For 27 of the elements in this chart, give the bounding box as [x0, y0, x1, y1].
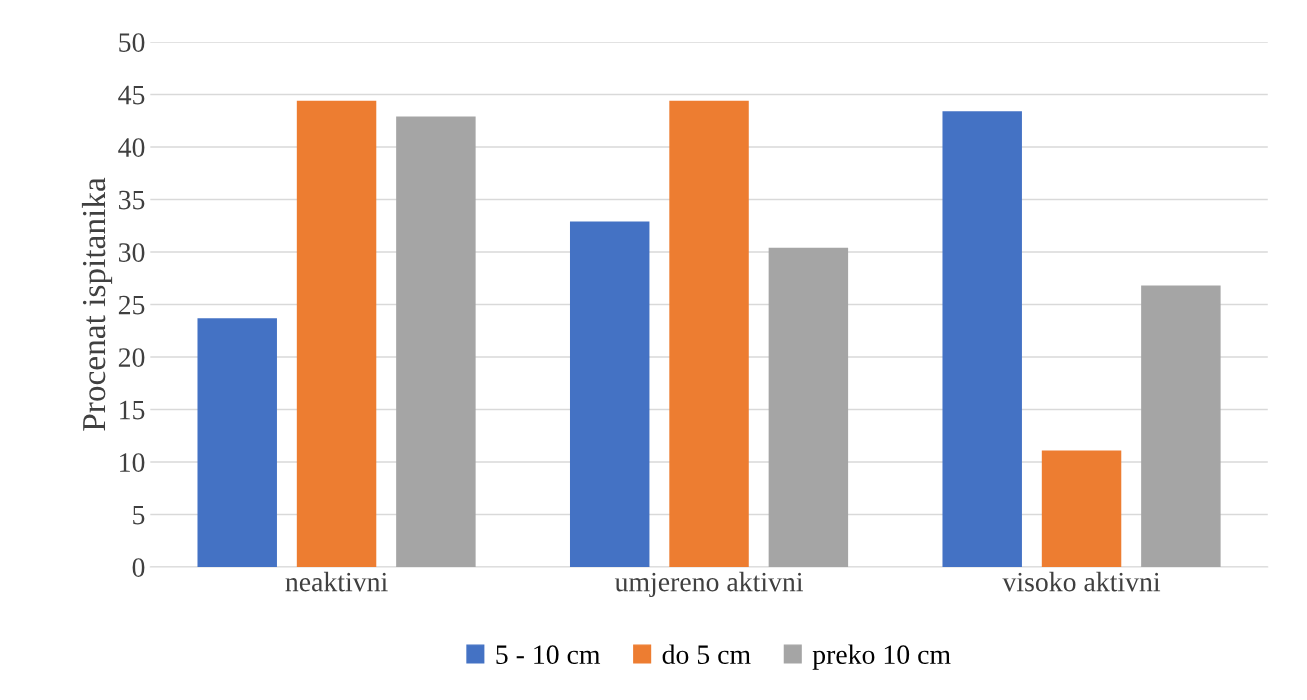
y-tick-label: 50 — [119, 33, 145, 52]
bar — [296, 100, 377, 567]
y-tick-label: 0 — [132, 558, 145, 577]
y-tick-label: 25 — [118, 295, 145, 315]
x-tick-label: umjereno aktivni — [614, 571, 804, 598]
bar — [1141, 285, 1221, 567]
y-tick-label: 35 — [118, 190, 145, 210]
bar — [197, 318, 277, 567]
x-tick-label: neaktivni — [285, 571, 388, 592]
y-tick-label: 45 — [118, 85, 145, 105]
bar — [768, 247, 849, 567]
y-tick-label: 5 — [133, 505, 145, 525]
y-axis-title: Procenat ispitanika — [81, 177, 113, 431]
bar — [669, 100, 749, 567]
y-tick-label: 15 — [120, 400, 145, 420]
bar — [569, 221, 650, 567]
y-tick-label: 40 — [118, 138, 145, 157]
bar — [396, 116, 476, 567]
y-tick-label: 10 — [120, 453, 145, 472]
x-tick-label: visoko aktivni — [1002, 571, 1161, 592]
bar — [942, 111, 1022, 567]
y-tick-label: 30 — [118, 243, 145, 262]
bar — [1041, 450, 1122, 567]
y-tick-label: 20 — [118, 348, 145, 367]
legend-label: do 5 cm — [662, 644, 751, 665]
legend-label: preko 10 cm — [812, 644, 951, 670]
legend-label: 5 - 10 cm — [496, 645, 601, 665]
